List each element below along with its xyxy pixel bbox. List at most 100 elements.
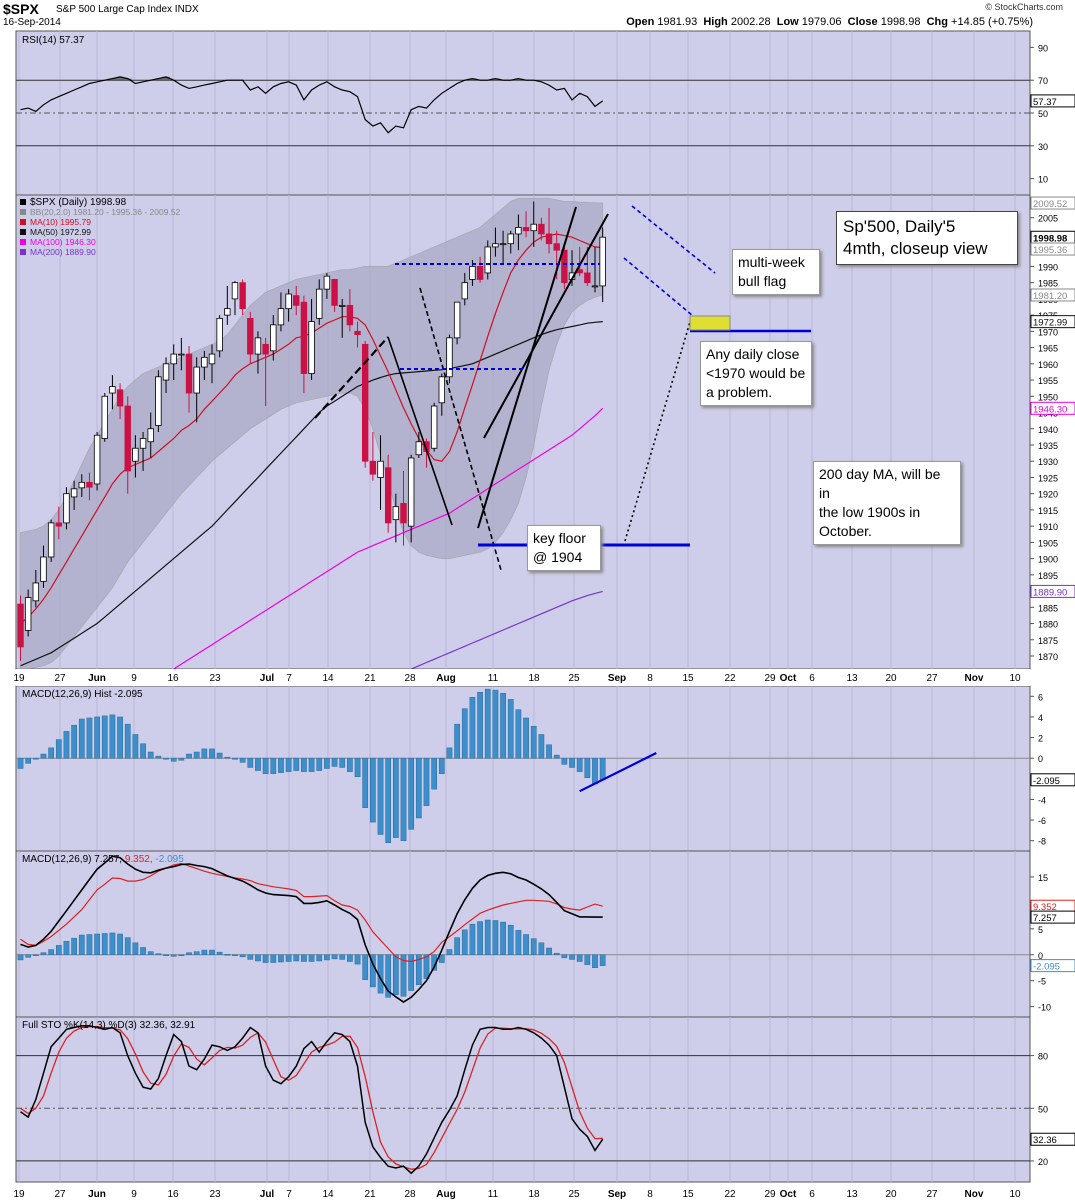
candle-up xyxy=(599,236,606,287)
macd-hist-tick-label: 6 xyxy=(1038,692,1043,702)
macd-hist-bar xyxy=(507,699,514,759)
value-tag-box xyxy=(1030,910,1075,924)
price-tick-label: 1880 xyxy=(1038,620,1058,630)
macd-panel-hist-bar xyxy=(201,949,208,955)
macd-panel-hist-bar xyxy=(454,937,460,955)
macd-panel-hist-bar xyxy=(239,954,246,958)
x-axis-label: 16 xyxy=(167,1189,179,1200)
macd-hist-bar xyxy=(308,757,315,772)
x-axis-label: 11 xyxy=(488,673,499,684)
macd-panel-hist-bar xyxy=(285,954,292,962)
candle-down xyxy=(584,272,591,284)
candle-up xyxy=(461,282,468,300)
macd-hist-bar xyxy=(55,739,62,759)
legend-swatch xyxy=(20,199,26,205)
x-axis-label: Jun xyxy=(88,1189,106,1200)
chart-date: 16-Sep-2014 xyxy=(3,17,61,28)
macd-hist-bar xyxy=(201,748,208,759)
candle-up xyxy=(507,233,514,245)
x-axis-label: 10 xyxy=(1009,1189,1021,1200)
x-axis-label: 20 xyxy=(885,673,897,684)
price-tick-label: 1915 xyxy=(1038,506,1058,516)
macd-hist-bar xyxy=(408,757,415,830)
candle-up xyxy=(492,243,499,248)
x-axis-label: 14 xyxy=(322,673,334,684)
macd-panel-hist-bar xyxy=(484,919,491,956)
legend-swatch xyxy=(20,219,26,225)
dotted-recovery-line xyxy=(624,321,691,542)
macd-hist-bar xyxy=(484,688,491,759)
macd-tick-label: 5 xyxy=(1038,925,1043,935)
candle-up xyxy=(63,493,70,524)
value-tag: 1981.20 xyxy=(1033,291,1067,302)
legend-swatch xyxy=(20,209,26,215)
macd-tick-label: -10 xyxy=(1038,1003,1051,1013)
annotation-bull-flag: multi-week bull flag xyxy=(732,249,820,295)
macd-hist-bar xyxy=(224,756,231,759)
macd-hist-bar xyxy=(216,752,223,759)
macd-panel-hist-bar xyxy=(86,934,93,955)
macd-panel-hist-bar xyxy=(32,954,39,956)
candle-up xyxy=(162,363,170,381)
annotation-title: Sp'500, Daily'5 4mth, closeup view xyxy=(836,211,1018,265)
candle-up xyxy=(530,223,537,232)
x-axis-label: 18 xyxy=(528,673,540,684)
candle-up xyxy=(78,481,85,489)
macd-hist-bar xyxy=(324,757,330,769)
value-tag: 32.36 xyxy=(1033,1135,1057,1146)
candle-down xyxy=(247,317,254,355)
value-tag: 1998.98 xyxy=(1033,233,1067,244)
macd-hist-bar xyxy=(239,757,246,763)
value-tag: 57.37 xyxy=(1033,97,1057,108)
sto-tick-label: 50 xyxy=(1038,1104,1048,1114)
x-axis-label: Aug xyxy=(436,1189,455,1200)
macd-panel-hist-bar xyxy=(324,954,330,961)
macd-panel-hist-bar xyxy=(25,954,32,958)
candle-up xyxy=(339,304,346,307)
macd-panel-hist-bar xyxy=(331,954,338,960)
price-tick-label: 1920 xyxy=(1038,490,1058,500)
x-axis-label: 11 xyxy=(488,1189,499,1200)
chart-header: $SPX S&P 500 Large Cap Index INDX 16-Sep… xyxy=(0,0,1075,30)
macd-panel-hist-bar xyxy=(523,934,529,955)
macd-hist-bar xyxy=(48,747,54,759)
price-legend-entry: MA(100) 1946.30 xyxy=(30,237,96,247)
candle-down xyxy=(262,343,269,355)
macd-legend-macd: MACD(12,26,9) 7.257, xyxy=(22,854,125,865)
panel-background xyxy=(15,1016,1031,1183)
annotation-close-warning: Any daily close <1970 would be a problem… xyxy=(700,341,812,406)
macd-panel-hist-bar xyxy=(17,954,24,961)
close-label: Close xyxy=(847,16,878,28)
macd-hist-bar xyxy=(132,734,139,759)
x-axis-label: 23 xyxy=(209,673,221,684)
macd-hist-bar xyxy=(431,757,437,790)
value-tag: 9.352 xyxy=(1033,902,1057,913)
candle-down xyxy=(538,223,545,235)
macd-panel-hist-bar xyxy=(124,937,131,955)
macd-panel-hist-bar xyxy=(193,951,200,956)
rsi-tick-label: 70 xyxy=(1038,76,1048,86)
macd-panel-hist-bar xyxy=(293,954,300,962)
macd-tick-label: -5 xyxy=(1038,977,1046,987)
candle-down xyxy=(185,353,193,394)
candle-down xyxy=(400,503,407,524)
macd-hist-bar xyxy=(561,757,568,765)
x-axis-label: 14 xyxy=(322,1189,334,1200)
macd-panel-hist-bar xyxy=(500,921,506,955)
macd-hist-bar xyxy=(446,747,453,759)
candle-up xyxy=(109,386,116,394)
macd-hist-bar xyxy=(25,757,32,764)
value-tag: 1972.99 xyxy=(1033,318,1067,329)
macd-panel-hist-bar xyxy=(469,923,476,955)
bull-flag-upper xyxy=(631,205,716,274)
macd-hist-bar xyxy=(400,757,407,841)
macd-panel-hist-bar xyxy=(186,952,192,955)
trend-line-dashed xyxy=(314,336,389,419)
macd-hist-bar xyxy=(32,757,39,760)
macd-panel-hist-bar xyxy=(262,954,269,963)
x-axis-label: 28 xyxy=(404,673,416,684)
candle-down xyxy=(361,343,369,462)
x-axis-label: 25 xyxy=(568,673,580,684)
macd-panel-hist-bar xyxy=(354,954,361,965)
